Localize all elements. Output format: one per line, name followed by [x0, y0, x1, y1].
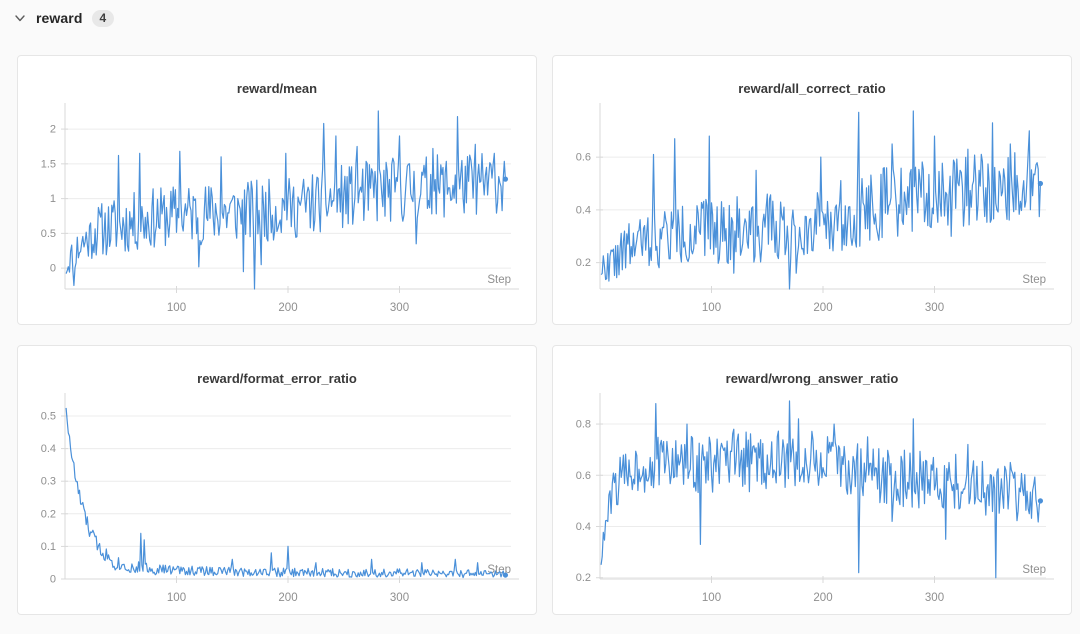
series-line — [65, 110, 506, 290]
y-tick-label: 1.5 — [41, 158, 56, 170]
y-tick-label: 0.4 — [576, 521, 591, 533]
y-tick-label: 1 — [50, 193, 56, 205]
section-title[interactable]: reward — [36, 10, 83, 26]
x-tick-label: 100 — [702, 592, 721, 604]
y-tick-label: 2 — [50, 124, 56, 136]
x-tick-label: 300 — [925, 592, 944, 604]
panel-count-badge: 4 — [91, 9, 115, 27]
x-axis-label: Step — [1022, 564, 1046, 576]
chevron-down-icon[interactable] — [13, 11, 27, 25]
y-tick-label: 0.2 — [576, 257, 591, 269]
x-tick-label: 200 — [278, 302, 297, 314]
y-tick-label: 0.8 — [576, 419, 591, 431]
x-tick-label: 200 — [813, 592, 832, 604]
y-tick-label: 0.2 — [576, 572, 591, 584]
x-axis-label: Step — [1022, 274, 1046, 286]
last-point-marker — [502, 572, 509, 578]
section-header[interactable]: reward 4 — [0, 0, 1080, 30]
x-tick-label: 200 — [278, 592, 297, 604]
y-tick-label: 0.5 — [41, 410, 56, 422]
x-tick-label: 100 — [167, 302, 186, 314]
line-chart-all-correct-ratio[interactable]: 0.2 0.4 0.6 100 200 300 Step — [553, 96, 1071, 318]
y-tick-label: 0.6 — [576, 470, 591, 482]
series-line — [600, 400, 1041, 579]
chart-panel: reward/wrong_answer_ratio 0.2 0.4 0.6 0.8 10… — [552, 345, 1072, 615]
x-tick-label: 100 — [702, 302, 721, 314]
y-tick-label: 0.5 — [41, 228, 56, 240]
y-tick-label: 0.3 — [41, 476, 56, 488]
last-point-marker — [502, 176, 509, 182]
x-tick-label: 300 — [390, 592, 409, 604]
x-tick-label: 200 — [813, 302, 832, 314]
x-tick-label: 100 — [167, 592, 186, 604]
panel-grid: reward/mean 0 0.5 1 1.5 2 100 200 300 Step rewar… — [17, 55, 1080, 615]
y-tick-label: 0.4 — [576, 204, 591, 216]
series-line — [65, 407, 506, 579]
chart-panel: reward/mean 0 0.5 1 1.5 2 100 200 300 Step — [17, 55, 537, 325]
y-tick-label: 0.6 — [576, 152, 591, 164]
last-point-marker — [1037, 498, 1044, 504]
chart-title: reward/all_correct_ratio — [738, 81, 886, 96]
chart-title: reward/wrong_answer_ratio — [725, 371, 899, 386]
x-tick-label: 300 — [390, 302, 409, 314]
chart-title: reward/format_error_ratio — [197, 371, 357, 386]
y-tick-label: 0 — [50, 263, 56, 275]
y-tick-label: 0 — [50, 574, 56, 586]
chart-panel: reward/format_error_ratio 0 0.1 0.2 0.3 0.4 0… — [17, 345, 537, 615]
y-tick-label: 0.2 — [41, 508, 56, 520]
line-chart-wrong-answer-ratio[interactable]: 0.2 0.4 0.6 0.8 100 200 300 Step — [553, 386, 1071, 608]
series-line — [600, 110, 1041, 290]
line-chart-reward-mean[interactable]: 0 0.5 1 1.5 2 100 200 300 Step — [18, 96, 536, 318]
y-tick-label: 0.4 — [41, 443, 56, 455]
last-point-marker — [1037, 180, 1044, 187]
chart-title: reward/mean — [236, 81, 318, 96]
x-axis-label: Step — [487, 274, 511, 286]
chart-panel: reward/all_correct_ratio 0.2 0.4 0.6 100 200… — [552, 55, 1072, 325]
y-tick-label: 0.1 — [41, 541, 56, 553]
x-tick-label: 300 — [925, 302, 944, 314]
